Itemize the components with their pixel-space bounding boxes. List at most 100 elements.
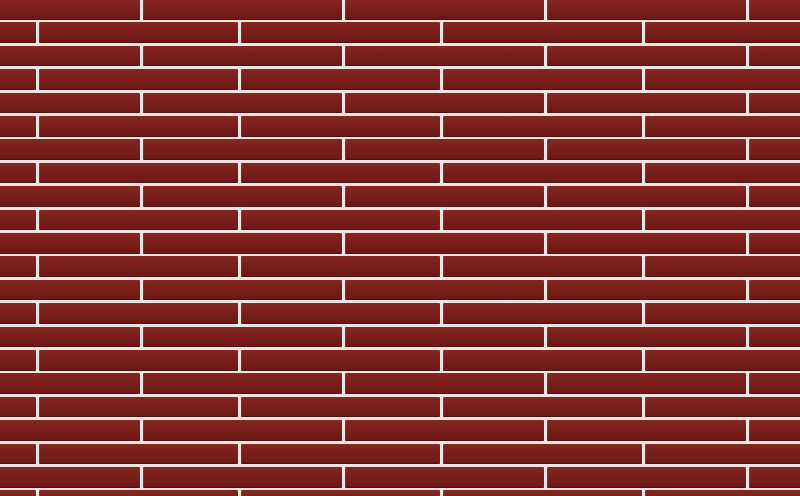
brick: [748, 186, 800, 207]
brick: [0, 233, 140, 254]
brick: [0, 350, 36, 371]
brick: [0, 69, 36, 90]
brick: [644, 256, 800, 277]
brick: [38, 69, 238, 90]
brick: [644, 116, 800, 137]
brick: [240, 22, 440, 43]
brick: [142, 233, 342, 254]
brick: [38, 443, 238, 465]
brick: [0, 373, 140, 394]
brick: [442, 162, 642, 184]
brick: [0, 139, 140, 160]
brick: [38, 209, 238, 231]
brick: [748, 279, 800, 301]
brick: [0, 326, 140, 348]
brick: [142, 326, 342, 348]
brick: [0, 92, 140, 114]
brick: [442, 22, 642, 43]
brick: [240, 303, 440, 324]
brick: [644, 490, 800, 496]
brick: [644, 396, 800, 418]
brick: [546, 233, 746, 254]
brick: [0, 256, 36, 277]
brick: [344, 139, 544, 160]
brick: [442, 256, 642, 277]
brick: [442, 350, 642, 371]
brick: [442, 69, 642, 90]
brick: [644, 69, 800, 90]
brick: [748, 420, 800, 441]
brick: [344, 326, 544, 348]
brick: [0, 186, 140, 207]
brick: [142, 0, 342, 20]
brick: [546, 373, 746, 394]
brick: [546, 420, 746, 441]
brick: [748, 0, 800, 20]
brick: [240, 490, 440, 496]
brick: [546, 467, 746, 488]
brick: [546, 279, 746, 301]
brick: [0, 490, 36, 496]
brick: [644, 443, 800, 465]
brick: [0, 443, 36, 465]
brick: [644, 303, 800, 324]
brick: [240, 256, 440, 277]
brick: [344, 92, 544, 114]
brick: [546, 139, 746, 160]
brick: [0, 162, 36, 184]
brick: [142, 467, 342, 488]
brick: [38, 490, 238, 496]
brick: [0, 116, 36, 137]
brick: [748, 45, 800, 67]
brick: [240, 209, 440, 231]
brick: [0, 22, 36, 43]
brick: [0, 396, 36, 418]
brick: [344, 420, 544, 441]
brick: [0, 467, 140, 488]
brick: [344, 279, 544, 301]
brick: [240, 162, 440, 184]
brick: [0, 209, 36, 231]
brick: [240, 443, 440, 465]
brick: [442, 396, 642, 418]
brick: [546, 45, 746, 67]
brick: [240, 350, 440, 371]
brick: [748, 92, 800, 114]
brick: [644, 162, 800, 184]
brick: [344, 45, 544, 67]
brick: [546, 0, 746, 20]
brick: [142, 92, 342, 114]
brick: [38, 162, 238, 184]
brick: [442, 209, 642, 231]
brick: [442, 116, 642, 137]
brick: [644, 22, 800, 43]
brick: [546, 326, 746, 348]
brick: [0, 303, 36, 324]
brick: [546, 92, 746, 114]
brick: [38, 22, 238, 43]
brick: [38, 350, 238, 371]
brick: [442, 443, 642, 465]
brick: [142, 420, 342, 441]
brick: [142, 373, 342, 394]
brick: [748, 139, 800, 160]
brick: [748, 326, 800, 348]
brick: [748, 233, 800, 254]
brick: [442, 490, 642, 496]
brick: [0, 0, 140, 20]
brick: [38, 256, 238, 277]
brick: [38, 303, 238, 324]
brick: [644, 350, 800, 371]
brick: [142, 139, 342, 160]
brick: [142, 186, 342, 207]
brick: [644, 209, 800, 231]
brick: [38, 116, 238, 137]
brick: [0, 279, 140, 301]
brick: [0, 45, 140, 67]
brick: [344, 373, 544, 394]
brick: [240, 396, 440, 418]
brick: [38, 396, 238, 418]
brick: [0, 420, 140, 441]
brick: [344, 186, 544, 207]
